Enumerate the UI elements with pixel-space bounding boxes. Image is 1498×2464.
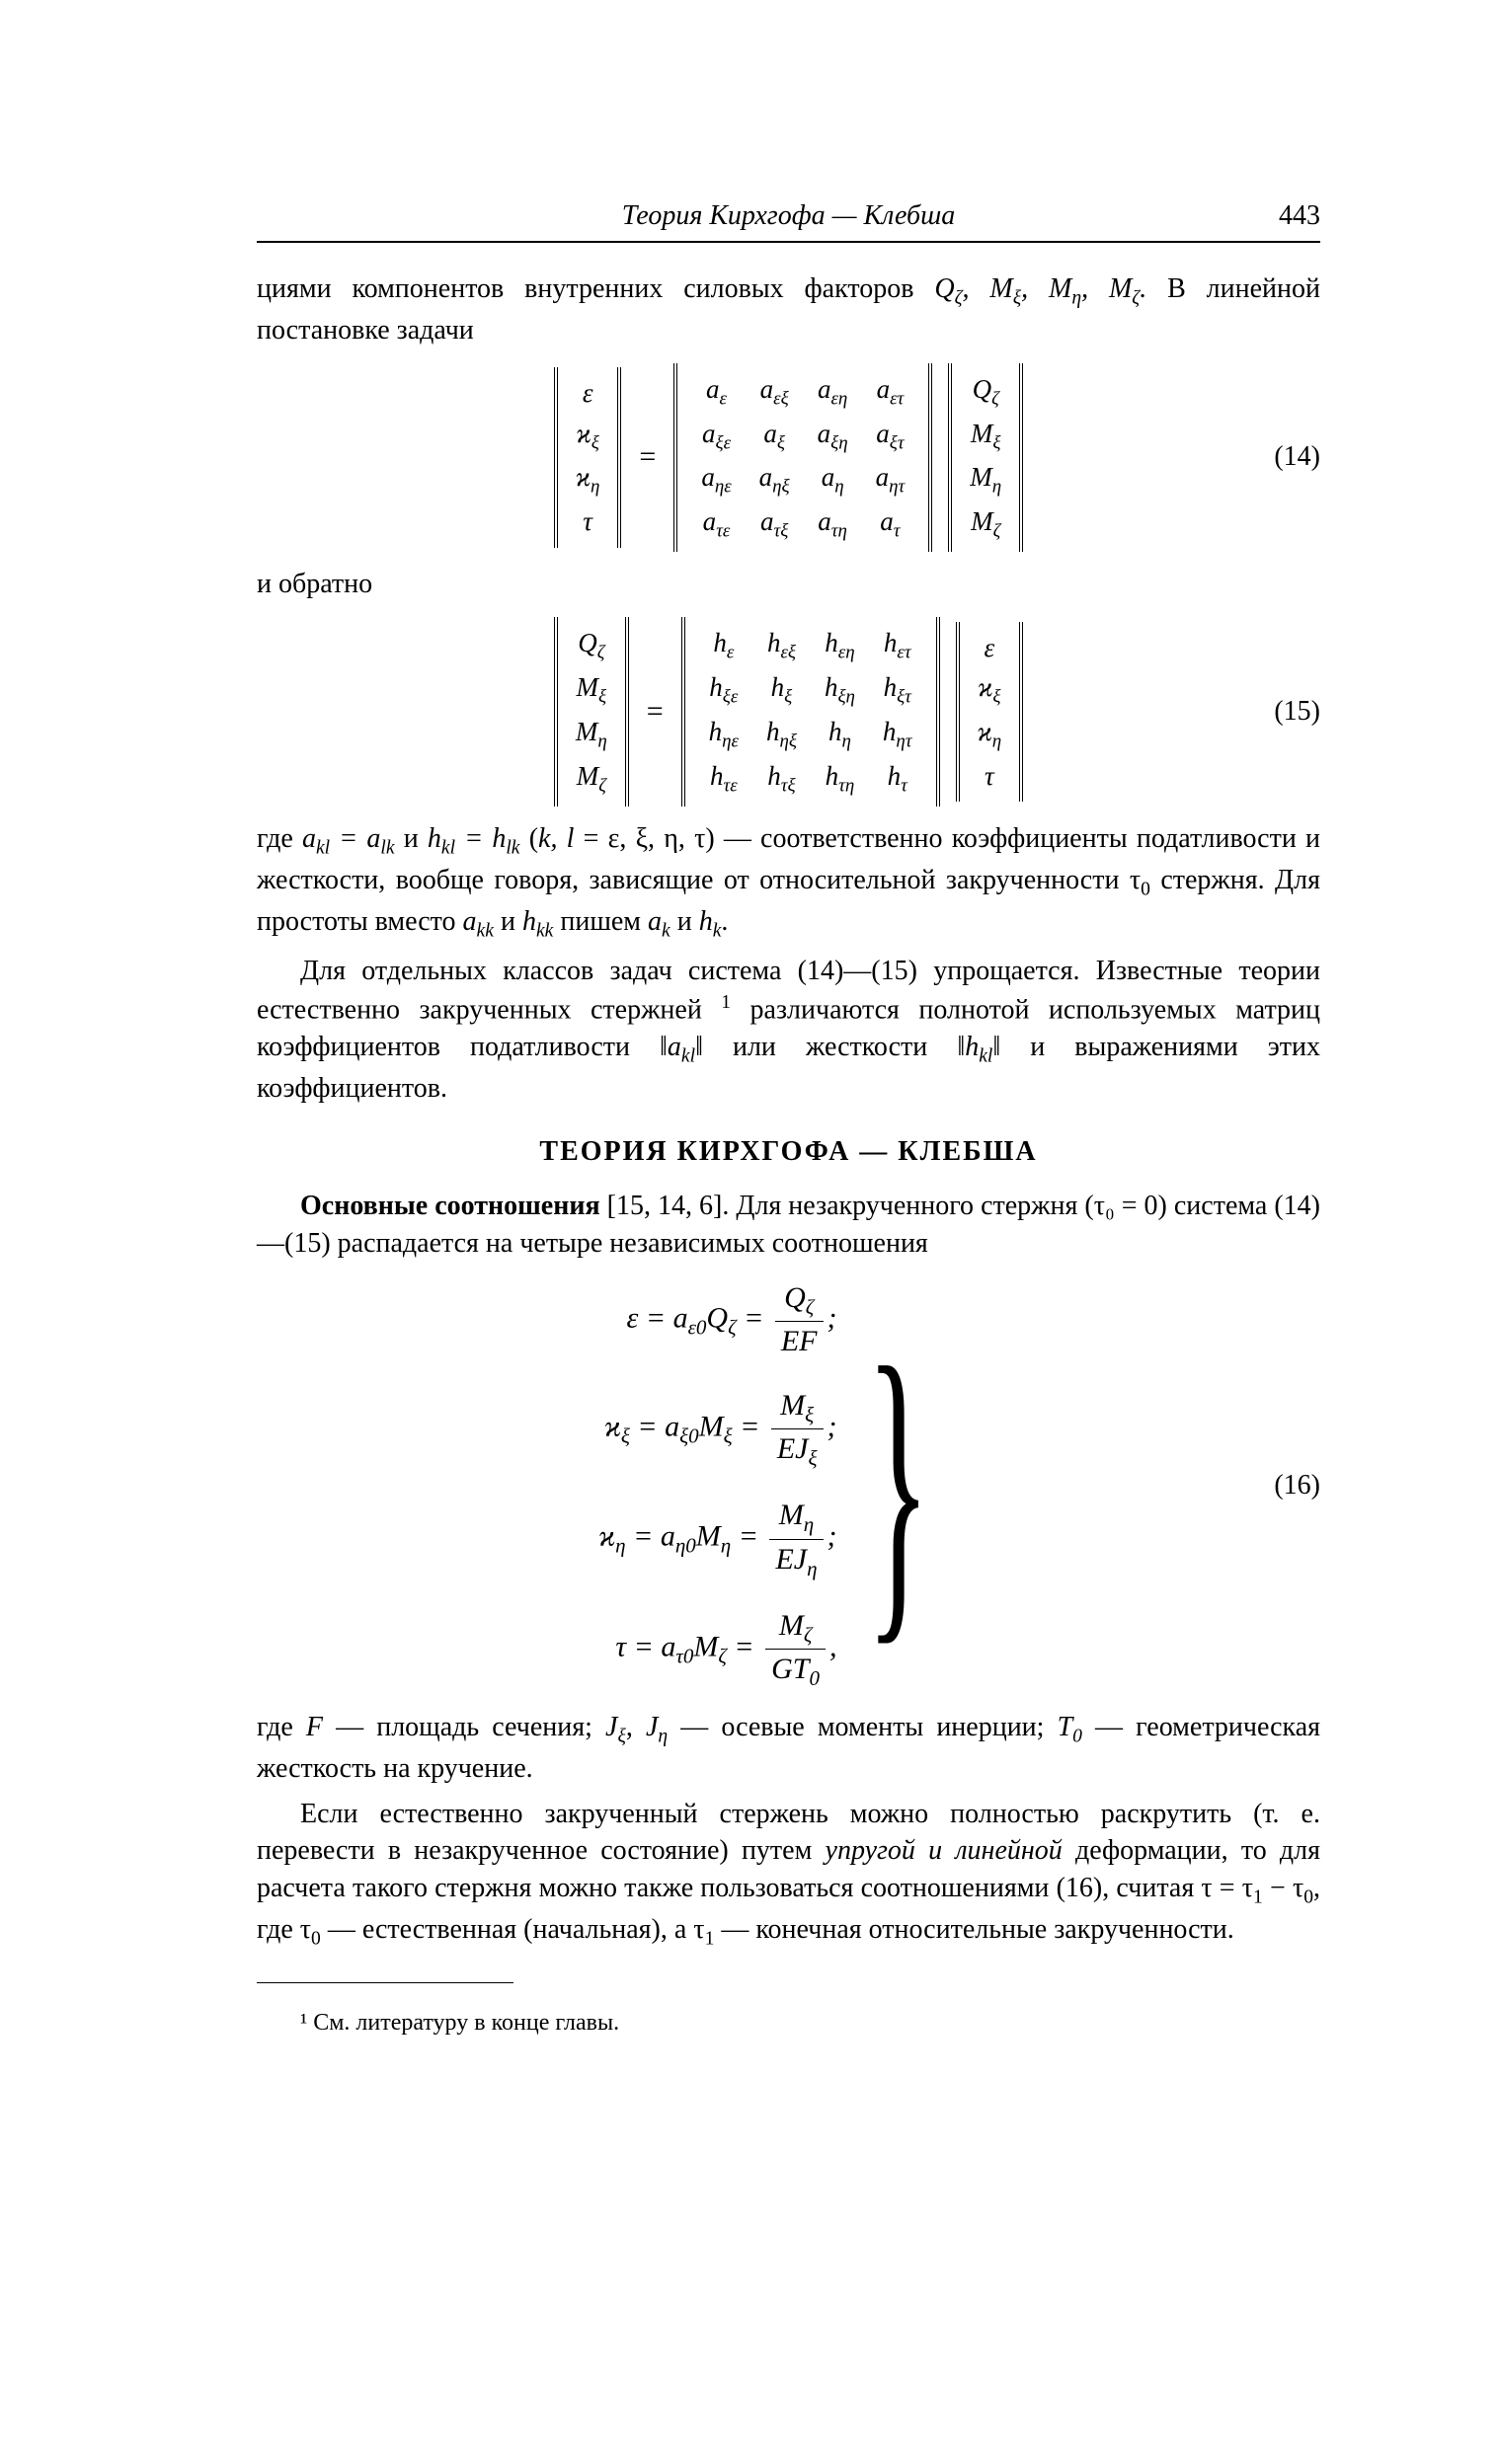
eq16-brace: } xyxy=(865,1318,929,1654)
paragraph-2: и обратно xyxy=(257,566,1320,603)
equals-sign: = xyxy=(639,437,656,478)
eq14-left-vector: ε ϰξ ϰη τ xyxy=(554,367,622,548)
p1-math: Qζ, Mξ, Mη, Mζ. xyxy=(934,273,1146,304)
eq14-matrix: aεaεξaεηaετ aξεaξaξηaξτ aηεaηξaηaητ aτεa… xyxy=(673,363,932,553)
equation-16: ε = aε0Qζ = QζEF; ϰξ = aξ0Mξ = MξEJξ; ϰη… xyxy=(257,1278,1320,1693)
eq16-number: (16) xyxy=(1274,1467,1320,1504)
section-title: ТЕОРИЯ КИРХГОФА — КЛЕБША xyxy=(257,1133,1320,1171)
eq16-lines: ε = aε0Qζ = QζEF; ϰξ = aξ0Mξ = MξEJξ; ϰη… xyxy=(598,1278,836,1693)
p1-text-a: циями компонентов внутренних силовых фак… xyxy=(257,273,934,304)
paragraph-3: где akl = alk и hkl = hlk (k, l = ε, ξ, … xyxy=(257,820,1320,945)
footnote-1: ¹ См. литературу в конце главы. xyxy=(257,2007,1320,2039)
paragraph-7: Если естественно закрученный стержень мо… xyxy=(257,1796,1320,1954)
page: 000 Теория Кирхгофа — Клебша 443 циями к… xyxy=(0,0,1498,2464)
paragraph-1: циями компонентов внутренних силовых фак… xyxy=(257,270,1320,349)
equation-14: ε ϰξ ϰη τ = aεaεξaεηaετ aξεaξaξηaξτ aηεa… xyxy=(257,363,1320,553)
running-head-title: Теория Кирхгофа — Клебша xyxy=(622,197,956,235)
paragraph-6: где F — площадь сечения; Jξ, Jη — осевые… xyxy=(257,1709,1320,1788)
footnote-rule xyxy=(257,1982,513,1983)
eq14-number: (14) xyxy=(1274,439,1320,477)
eq15-matrix: hεhεξhεηhετ hξεhξhξηhξτ hηεhηξhηhητ hτεh… xyxy=(681,617,940,807)
eq15-left-vector: Qζ Mξ Mη Mζ xyxy=(554,617,629,807)
running-head: 000 Теория Кирхгофа — Клебша 443 xyxy=(257,197,1320,243)
eq15-number: (15) xyxy=(1274,693,1320,731)
eq15-right-vector: ε ϰξ ϰη τ xyxy=(956,622,1024,803)
equation-15: Qζ Mξ Mη Mζ = hεhεξhεηhετ hξεhξhξηhξτ hη… xyxy=(257,617,1320,807)
p5-bold: Основные соотношения xyxy=(300,1191,600,1221)
paragraph-4: Для отдельных классов задач система (14)… xyxy=(257,953,1320,1108)
paragraph-5: Основные соотношения [15, 14, 6]. Для не… xyxy=(257,1188,1320,1263)
eq14-right-vector: Qζ Mξ Mη Mζ xyxy=(948,363,1023,553)
equals-sign: = xyxy=(647,692,664,732)
page-number: 443 xyxy=(1279,197,1320,235)
